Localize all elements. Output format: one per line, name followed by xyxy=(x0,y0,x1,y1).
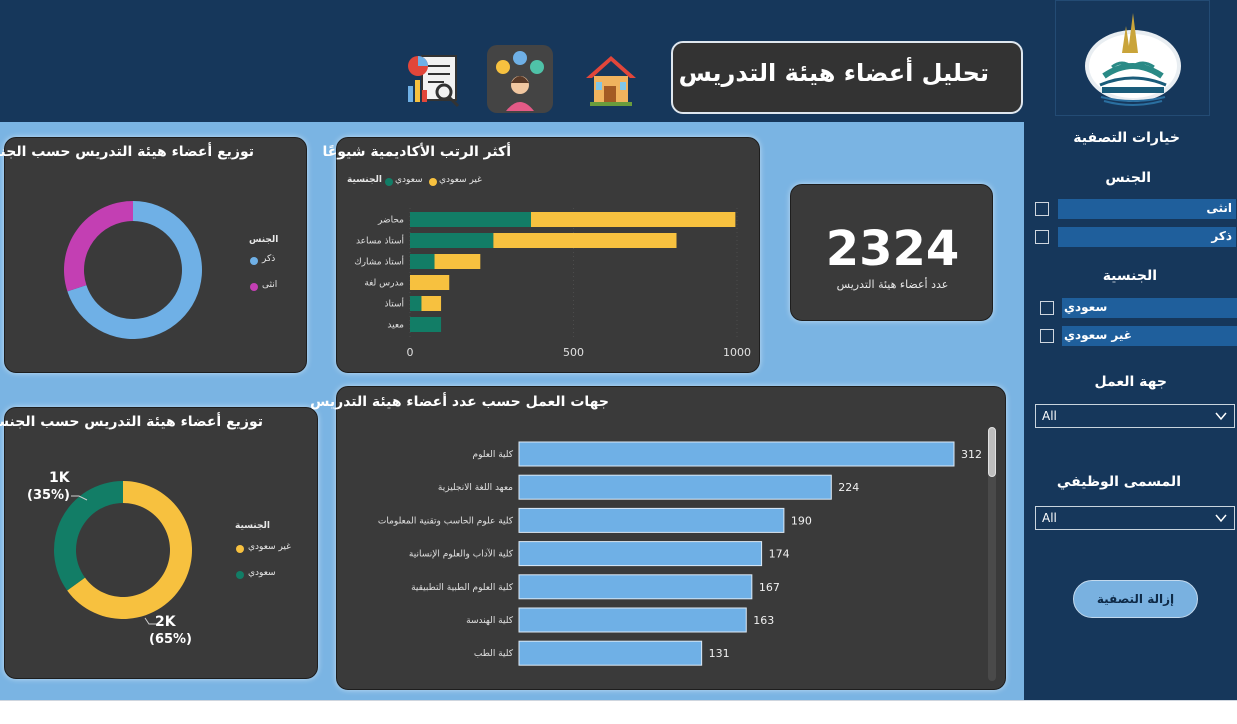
college-value-label: 167 xyxy=(759,581,780,594)
saudi-percent-label: (35%) xyxy=(27,488,70,503)
legend-label-saudi: سعودي xyxy=(248,568,276,578)
college-bar xyxy=(519,575,752,599)
y-category-label: أستاذ مشارك xyxy=(354,256,404,268)
legend-dot-male xyxy=(250,257,258,265)
dashboard-title: تحليل أعضاء هيئة التدريس xyxy=(679,59,989,87)
scrollbar-thumb[interactable] xyxy=(988,427,996,477)
report-icon[interactable] xyxy=(404,52,462,112)
gender-donut-chart xyxy=(50,186,220,356)
legend-dot-female xyxy=(250,283,258,291)
college-value-label: 163 xyxy=(753,614,774,627)
checkbox-female[interactable] xyxy=(1035,202,1049,216)
ranks-bar-chart: 0 500 1000 محاضر أستاذ مساعد أستاذ مشارك مدرس … xyxy=(337,138,761,374)
x-tick-label: 500 xyxy=(563,346,584,359)
y-category-label: أستاذ xyxy=(384,298,404,310)
college-label: كلية الهندسة xyxy=(466,616,514,626)
legend-dot-non-saudi xyxy=(236,545,244,553)
dropdown-value: All xyxy=(1042,511,1057,525)
option-label: سعودي xyxy=(1064,300,1107,314)
nationality-legend-title: الجنسية xyxy=(235,521,270,531)
university-logo xyxy=(1055,0,1210,116)
non-saudi-count-label: 2K xyxy=(155,614,176,630)
department-dropdown[interactable]: All xyxy=(1035,404,1235,428)
filter-option-saudi[interactable]: سعودي xyxy=(1062,298,1237,318)
bottom-strip xyxy=(0,700,1237,724)
gender-legend-title: الجنس xyxy=(249,235,278,245)
bar-saudi xyxy=(410,233,493,248)
y-category-label: مدرس لغة xyxy=(364,279,404,289)
bar-non-saudi xyxy=(435,254,481,269)
y-category-label: أستاذ مساعد xyxy=(356,235,404,247)
college-value-label: 190 xyxy=(791,514,812,527)
college-bar xyxy=(519,608,746,632)
college-value-label: 174 xyxy=(769,548,790,561)
option-label: انثى xyxy=(1206,201,1232,215)
college-bar xyxy=(519,508,784,532)
x-tick-label: 0 xyxy=(407,346,414,359)
college-label: كلية الطب xyxy=(474,649,514,659)
college-bar xyxy=(519,442,954,466)
job-title-dropdown[interactable]: All xyxy=(1035,506,1235,530)
department-filter-label: جهة العمل xyxy=(1094,374,1167,390)
kpi-value: 2324 xyxy=(791,221,994,277)
checkbox-non-saudi[interactable] xyxy=(1040,329,1054,343)
analyst-icon[interactable] xyxy=(487,45,553,117)
chevron-down-icon xyxy=(1214,511,1228,525)
job-title-filter-label: المسمى الوظيفي xyxy=(1057,474,1181,490)
colleges-chart-card: جهات العمل حسب عدد أعضاء هيئة التدريس كل… xyxy=(336,386,1006,690)
filter-title: خيارات التصفية xyxy=(1073,130,1180,146)
college-label: كلية العلوم xyxy=(473,450,514,460)
college-label: كلية علوم الحاسب وتقنية المعلومات xyxy=(378,516,514,526)
kpi-label: عدد أعضاء هيئة التدريس xyxy=(791,278,994,291)
bar-non-saudi xyxy=(531,212,735,227)
y-category-label: محاضر xyxy=(377,216,404,226)
donut-slice-female xyxy=(64,201,133,291)
college-label: معهد اللغة الانجليزية xyxy=(438,483,513,493)
nationality-filter-label: الجنسية xyxy=(1103,268,1157,284)
legend-dot-saudi xyxy=(236,571,244,579)
dashboard-title-box: تحليل أعضاء هيئة التدريس xyxy=(671,41,1023,114)
chevron-down-icon xyxy=(1214,409,1228,423)
bar-non-saudi xyxy=(410,275,449,290)
nationality-chart-title: توزيع أعضاء هيئة التدريس حسب الجنسية xyxy=(0,414,263,430)
option-label: ذكر xyxy=(1211,229,1232,243)
x-tick-label: 1000 xyxy=(723,346,751,359)
bar-non-saudi xyxy=(493,233,676,248)
college-bar xyxy=(519,542,762,566)
colleges-bar-chart: كلية العلوم 312 معهد اللغة الانجليزية 224 كل… xyxy=(337,387,1007,691)
gender-chart-title: توزيع أعضاء هيئة التدريس حسب الجنس xyxy=(0,144,254,160)
saudi-count-label: 1K xyxy=(49,470,70,486)
gender-chart-card: توزيع أعضاء هيئة التدريس حسب الجنس الجنس… xyxy=(4,137,307,373)
college-value-label: 312 xyxy=(961,448,982,461)
college-label: كلية العلوم الطبية التطبيقية xyxy=(411,583,514,593)
checkbox-saudi[interactable] xyxy=(1040,301,1054,315)
filter-option-male[interactable]: ذكر xyxy=(1058,227,1236,247)
filter-option-non-saudi[interactable]: غير سعودي xyxy=(1062,326,1237,346)
college-value-label: 224 xyxy=(838,481,859,494)
option-label: غير سعودي xyxy=(1064,328,1132,342)
legend-label-female: انثى xyxy=(262,280,277,290)
bar-saudi xyxy=(410,254,435,269)
college-bar xyxy=(519,475,831,499)
college-bar xyxy=(519,641,702,665)
kpi-card: 2324 عدد أعضاء هيئة التدريس xyxy=(790,184,993,321)
college-label: كلية الآداب والعلوم الإنسانية xyxy=(409,548,514,560)
y-category-label: معيد xyxy=(387,321,404,331)
home-icon[interactable] xyxy=(582,52,640,112)
non-saudi-percent-label: (65%) xyxy=(149,632,192,647)
bar-saudi xyxy=(410,317,441,332)
ranks-chart-card: أكثر الرتب الأكاديمية شيوعًا الجنسية سعو… xyxy=(336,137,760,373)
bar-saudi xyxy=(410,296,421,311)
gender-filter-label: الجنس xyxy=(1105,170,1151,186)
bar-non-saudi xyxy=(421,296,441,311)
legend-label-male: ذكر xyxy=(262,254,275,264)
dropdown-value: All xyxy=(1042,409,1057,423)
nationality-chart-card: توزيع أعضاء هيئة التدريس حسب الجنسية 1K … xyxy=(4,407,318,679)
bar-saudi xyxy=(410,212,531,227)
college-value-label: 131 xyxy=(709,647,730,660)
checkbox-male[interactable] xyxy=(1035,230,1049,244)
filter-option-female[interactable]: انثى xyxy=(1058,199,1236,219)
clear-filters-button[interactable]: إزالة التصفية xyxy=(1073,580,1198,618)
legend-label-non-saudi: غير سعودي xyxy=(248,542,291,552)
